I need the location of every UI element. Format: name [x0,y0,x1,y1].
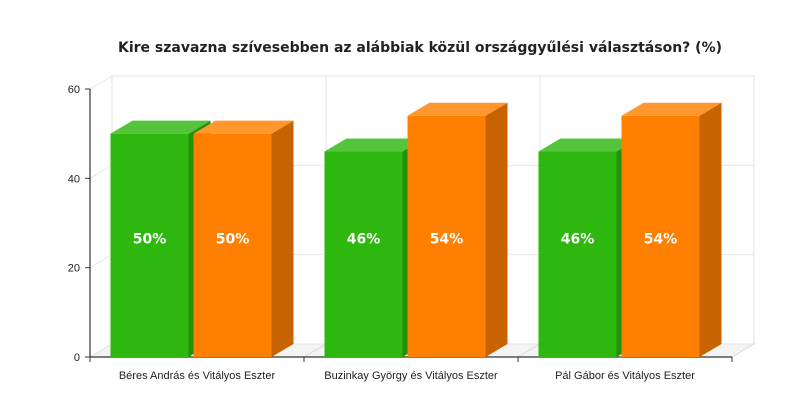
y-tick-label: 40 [68,173,80,185]
bars [110,102,722,358]
y-tick-label: 0 [74,352,80,364]
gridline-side [89,254,113,269]
gridline-side [89,75,113,90]
bar-front [538,151,617,357]
bar-top [621,102,722,116]
x-tick-label: Buzinkay György és Vitályos Eszter [324,370,498,382]
y-tick-label: 60 [68,84,80,96]
data-labels: 50% 50% 46% 54% 46% 54% [133,232,678,248]
bar-front [621,115,700,357]
bar-top [193,120,294,134]
bar-top [407,102,508,116]
bar-top [110,120,211,134]
gridline-side [89,343,113,358]
x-tick-label: Béres András és Vitályos Eszter [119,370,276,382]
bar-top [538,138,639,152]
floor-divider [517,343,541,358]
data-label: 54% [430,232,464,248]
bar [193,120,294,358]
gridline-side [89,164,113,179]
bar [621,102,722,357]
bar-side [485,102,508,357]
axes: 0 20 40 60 Béres András és Vitályos Eszter Bu… [68,84,733,382]
bar-side [271,120,294,358]
chart-title: Kire szavazna szívesebben az alábbiak kö… [118,40,722,56]
y-tick-label: 20 [68,263,80,275]
data-label: 50% [133,232,167,248]
bar-side [699,102,722,357]
floor-divider [303,343,327,358]
data-label: 50% [216,232,250,248]
x-tick-label: Pál Gábor és Vitályos Eszter [555,370,695,382]
data-label: 54% [644,232,678,248]
bar-front [324,151,403,357]
bar-front [407,115,486,357]
bar-front [193,133,272,357]
bar-front [110,133,189,357]
bar [407,102,508,357]
data-label: 46% [347,232,381,248]
bar-top [324,138,425,152]
data-label: 46% [561,232,595,248]
